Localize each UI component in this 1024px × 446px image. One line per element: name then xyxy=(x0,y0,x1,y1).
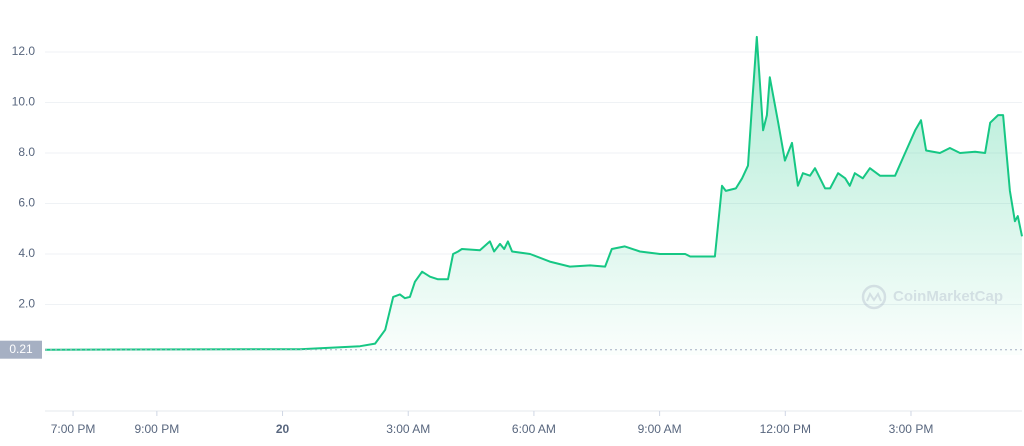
x-tick-label: 7:00 PM xyxy=(51,422,96,436)
watermark: CoinMarketCap xyxy=(893,288,1003,305)
x-tick-label: 9:00 PM xyxy=(135,422,180,436)
y-tick-label: 10.0 xyxy=(12,95,36,109)
price-marker-box xyxy=(0,340,42,359)
area-fill xyxy=(45,36,1022,356)
y-tick-label: 12.0 xyxy=(12,44,36,58)
watermark-logo: CoinMarketCap xyxy=(861,284,1003,310)
y-tick-label: 2.0 xyxy=(18,297,35,311)
x-tick-label: 3:00 AM xyxy=(386,422,430,436)
y-tick-label: 4.0 xyxy=(18,246,35,260)
price-marker-label: 0.21 xyxy=(9,342,33,356)
x-tick-label: 12:00 PM xyxy=(760,422,811,436)
price-line xyxy=(44,35,1023,351)
x-tick-label: 3:00 PM xyxy=(889,422,934,436)
y-tick-label: 8.0 xyxy=(18,145,35,159)
x-tick-label: 6:00 AM xyxy=(512,422,556,436)
y-tick-label: 6.0 xyxy=(18,196,35,210)
x-tick-label: 20 xyxy=(276,422,290,436)
x-tick-label: 9:00 AM xyxy=(638,422,682,436)
